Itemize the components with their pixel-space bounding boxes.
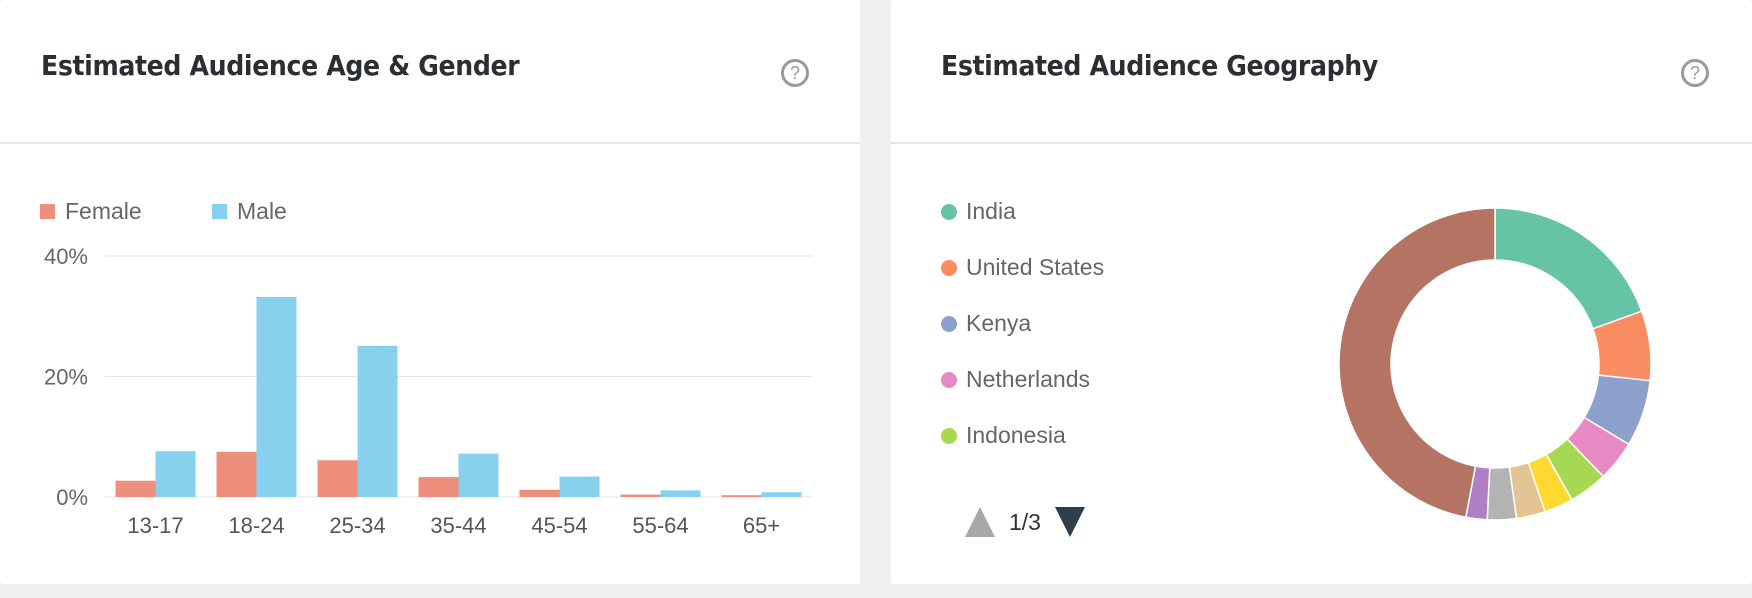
bar-female-45-54[interactable] — [519, 489, 560, 497]
bar-female-35-44[interactable] — [418, 477, 459, 497]
geography-title: Estimated Audience Geography — [941, 49, 1378, 82]
age-gender-title: Estimated Audience Age & Gender — [41, 49, 520, 82]
legend-dot — [941, 427, 957, 444]
bar-female-65+[interactable] — [721, 495, 762, 497]
x-tick-label: 55-64 — [632, 513, 688, 538]
male-swatch — [212, 204, 227, 219]
legend-item-india[interactable]: India — [941, 198, 1016, 225]
pager-label: 1/3 — [1009, 509, 1041, 535]
legend-dot — [941, 315, 957, 332]
bar-female-25-34[interactable] — [317, 460, 358, 497]
legend-label: United States — [966, 254, 1105, 280]
legend-item-united-states[interactable]: United States — [941, 254, 1104, 281]
legend-dot — [941, 259, 957, 276]
donut-slice-9[interactable] — [1338, 207, 1496, 519]
x-tick-label: 18-24 — [228, 513, 284, 538]
legend-label: Netherlands — [966, 366, 1091, 392]
bar-male-45-54[interactable] — [559, 476, 600, 497]
pager-down-icon[interactable] — [1055, 507, 1085, 537]
age-gender-card: Estimated Audience Age & Gender ? Female… — [0, 0, 860, 584]
help-icon[interactable]: ? — [781, 59, 809, 87]
x-tick-label: 13-17 — [127, 513, 183, 538]
legend-item-indonesia[interactable]: Indonesia — [941, 422, 1066, 449]
legend-label-female: Female — [65, 198, 142, 224]
x-tick-label: 25-34 — [329, 513, 385, 538]
y-tick-label: 0% — [56, 485, 88, 510]
bar-male-65+[interactable] — [761, 492, 802, 497]
legend-item-netherlands[interactable]: Netherlands — [941, 366, 1090, 393]
legend-label: India — [966, 198, 1016, 224]
geography-card: Estimated Audience Geography ? India Unit… — [891, 0, 1752, 584]
age-gender-header: Estimated Audience Age & Gender ? — [0, 0, 860, 144]
bar-male-55-64[interactable] — [660, 490, 701, 497]
legend-item-female[interactable]: Female — [40, 198, 142, 225]
legend-label: Kenya — [966, 310, 1032, 336]
legend-label: Indonesia — [966, 422, 1066, 448]
help-icon[interactable]: ? — [1681, 59, 1709, 87]
bar-female-13-17[interactable] — [115, 480, 156, 497]
geography-header: Estimated Audience Geography ? — [891, 0, 1752, 144]
legend-item-male[interactable]: Male — [212, 198, 287, 225]
legend-dot — [941, 203, 957, 220]
bar-female-18-24[interactable] — [216, 451, 257, 497]
pager-up-icon[interactable] — [965, 507, 995, 537]
bar-male-13-17[interactable] — [155, 451, 196, 497]
bar-male-35-44[interactable] — [458, 453, 499, 497]
bar-male-18-24[interactable] — [256, 296, 297, 497]
x-tick-label: 35-44 — [430, 513, 486, 538]
female-swatch — [40, 204, 55, 219]
legend-item-kenya[interactable]: Kenya — [941, 310, 1031, 337]
legend-dot — [941, 371, 957, 388]
legend-label-male: Male — [237, 198, 287, 224]
y-tick-label: 40% — [44, 244, 88, 269]
x-tick-label: 65+ — [743, 513, 780, 538]
bar-female-55-64[interactable] — [620, 494, 661, 497]
bar-male-25-34[interactable] — [357, 345, 398, 497]
age-gender-bar-chart: 0% 20% 40% 13-17 18-24 25-34 35-44 45-54 55-64 65… — [44, 244, 812, 538]
x-tick-label: 45-54 — [531, 513, 587, 538]
donut-slice-india[interactable] — [1494, 207, 1643, 330]
y-tick-label: 20% — [44, 365, 88, 390]
geography-donut-chart — [1338, 207, 1652, 521]
